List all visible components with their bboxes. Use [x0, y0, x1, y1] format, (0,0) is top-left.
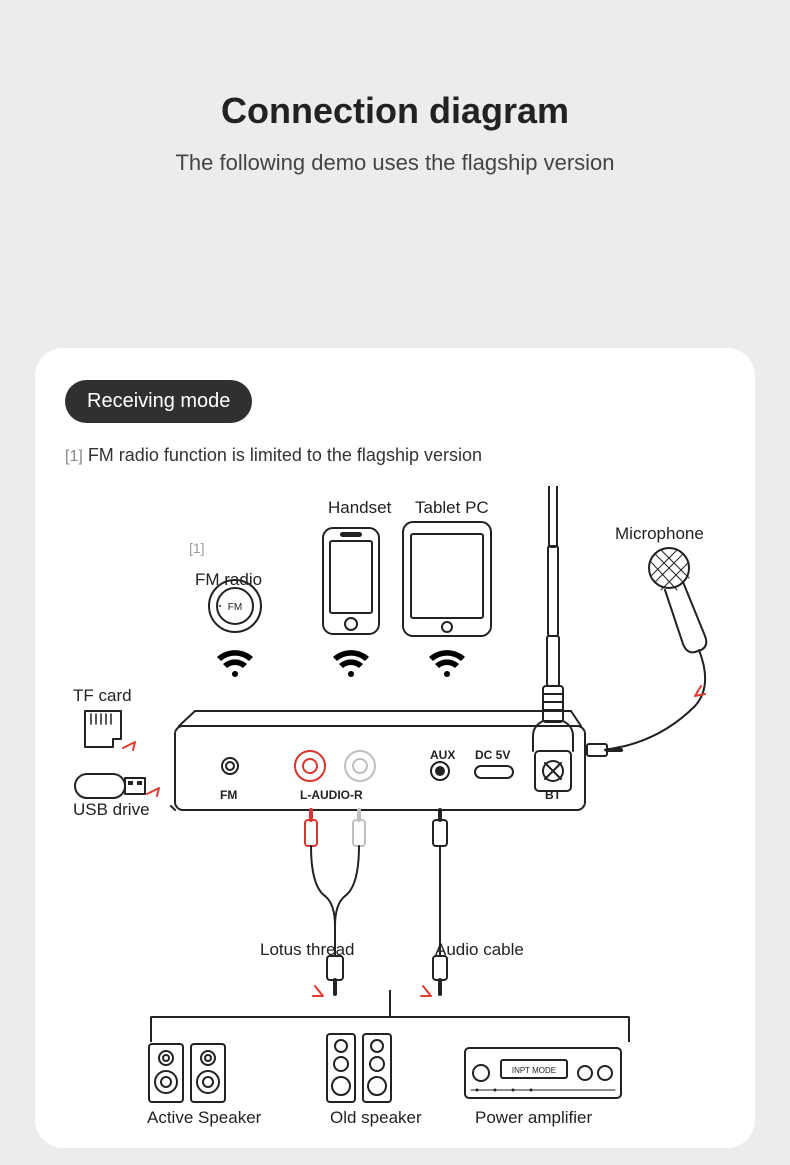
svg-text:INPT MODE: INPT MODE — [512, 1066, 556, 1075]
page-title: Connection diagram — [0, 90, 790, 132]
label-active-speaker: Active Speaker — [147, 1108, 261, 1128]
label-lotus-thread: Lotus thread — [260, 940, 355, 960]
label-microphone: Microphone — [615, 524, 704, 544]
label-usb-drive: USB drive — [73, 800, 150, 820]
label-old-speaker: Old speaker — [330, 1108, 422, 1128]
label-tablet: Tablet PC — [415, 498, 489, 518]
wifi-icon — [429, 650, 465, 677]
diagram-card: Receiving mode [1] FM radio function is … — [35, 348, 755, 1148]
label-handset: Handset — [328, 498, 391, 518]
port-label-fm: FM — [220, 788, 237, 802]
label-fm-radio: [1] FM radio — [195, 550, 262, 590]
label-tf-card: TF card — [73, 686, 132, 706]
wifi-icon — [217, 650, 253, 677]
port-label-dc5v: DC 5V — [475, 748, 510, 762]
output-bracket — [150, 1016, 630, 1042]
port-label-laudio: L-AUDIO-R — [300, 788, 363, 802]
mode-badge: Receiving mode — [65, 380, 252, 423]
footnote: [1] FM radio function is limited to the … — [65, 445, 725, 466]
svg-text:FM: FM — [228, 602, 242, 613]
label-power-amplifier: Power amplifier — [475, 1108, 592, 1128]
label-audio-cable: Audio cable — [435, 940, 524, 960]
port-label-bt: BT — [545, 788, 561, 802]
footnote-text: FM radio function is limited to the flag… — [88, 445, 482, 465]
footnote-marker: [1] — [65, 448, 83, 465]
page-subtitle: The following demo uses the flagship ver… — [0, 150, 790, 176]
connection-diagram: FM — [65, 486, 725, 1126]
port-label-aux: AUX — [430, 748, 455, 762]
wifi-icon — [333, 650, 369, 677]
